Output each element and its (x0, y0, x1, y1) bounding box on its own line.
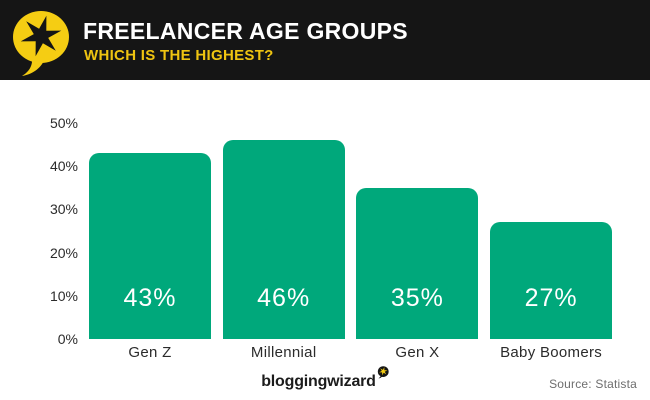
y-axis-tick-label: 20% (49, 244, 78, 261)
x-axis-category-label: Baby Boomers (500, 344, 603, 361)
bar-value-label: 35% (390, 283, 444, 312)
brand-logo-icon (13, 11, 69, 76)
footer-brand-badge-icon (377, 366, 389, 379)
bar-gen-z: 43% (89, 153, 211, 339)
header-bar: FREELANCER AGE GROUPS WHICH IS THE HIGHE… (0, 0, 650, 80)
y-axis-tick-label: 10% (49, 287, 78, 304)
y-axis-tick-label: 30% (49, 201, 78, 218)
x-axis-category-label: Gen Z (128, 344, 172, 361)
bar-gen-x: 35% (356, 187, 479, 339)
header-titles: FREELANCER AGE GROUPS WHICH IS THE HIGHE… (83, 18, 408, 64)
x-axis-category-label: Gen X (395, 344, 440, 361)
x-axis-category-label: Millennial (250, 344, 317, 361)
y-axis-tick-label: 40% (49, 158, 78, 175)
y-axis-tick-label: 0% (57, 331, 78, 347)
footer-brand-text: bloggingwizard (261, 373, 376, 390)
chart-title: FREELANCER AGE GROUPS (83, 18, 408, 44)
bar-millennial: 46% (222, 140, 345, 339)
chart-subtitle: WHICH IS THE HIGHEST? (84, 47, 274, 64)
bar-value-label: 43% (123, 283, 177, 312)
bar-value-label: 27% (524, 283, 578, 312)
y-axis-tick-label: 50% (49, 115, 78, 131)
bar-value-label: 46% (257, 283, 311, 312)
source-text: Source: Statista (549, 377, 637, 391)
bar-baby-boomers: 27% (490, 222, 613, 339)
footer-brand: bloggingwizard (261, 366, 389, 390)
